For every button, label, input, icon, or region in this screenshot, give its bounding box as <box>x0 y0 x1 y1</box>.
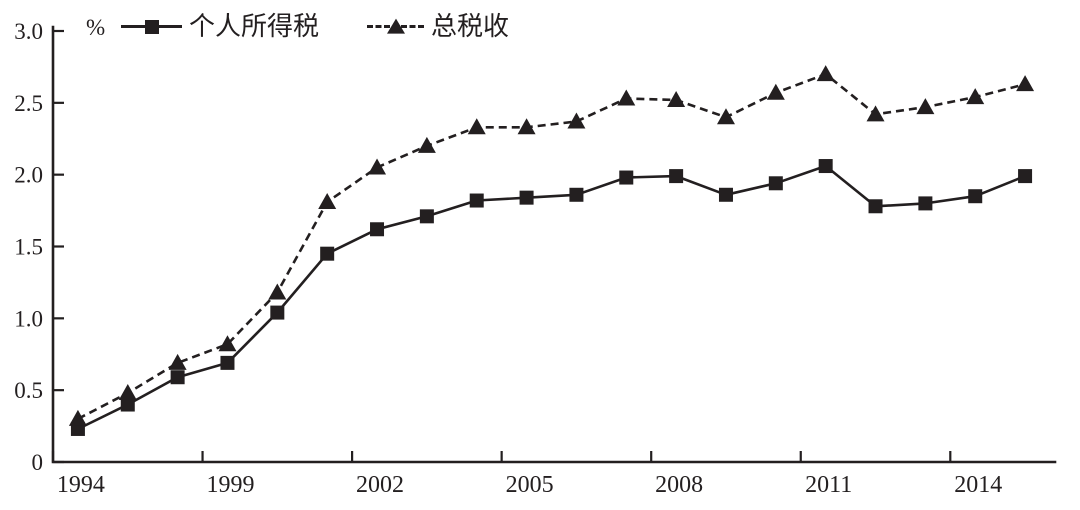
data-point-triangle-marker <box>118 384 137 401</box>
data-point-square-marker <box>619 170 634 185</box>
y-axis-tick-label: 0 <box>32 450 44 475</box>
y-axis-unit-label: % <box>86 15 105 40</box>
triangle-marker-icon <box>386 18 405 34</box>
legend-sample-solid-line <box>121 18 182 36</box>
data-point-triangle-marker <box>1016 75 1035 92</box>
data-point-triangle-marker <box>368 158 387 175</box>
data-point-square-marker <box>170 370 185 385</box>
y-axis-tick-label: 2.0 <box>14 163 43 188</box>
data-point-square-marker <box>918 196 933 211</box>
data-point-triangle-marker <box>517 118 536 135</box>
legend-entry-personal-income-tax: 个人所得税 <box>121 14 319 40</box>
y-axis-tick-label: 3.0 <box>14 19 43 44</box>
data-point-square-marker <box>519 190 534 205</box>
x-axis-tick-label: 2002 <box>356 472 404 498</box>
chart-legend: 个人所得税 总税收 <box>121 12 509 42</box>
series-line-personal-income-tax <box>77 164 1026 431</box>
data-point-square-marker <box>120 397 135 412</box>
data-point-square-marker <box>868 199 883 214</box>
y-axis-tick-label: 0.5 <box>14 378 43 403</box>
legend-label-total-tax: 总税收 <box>431 12 510 41</box>
data-point-triangle-marker <box>617 89 636 106</box>
data-point-square-marker <box>768 176 783 191</box>
x-axis-tick-label: 1994 <box>57 472 105 498</box>
data-point-triangle-marker <box>417 136 436 153</box>
legend-entry-total-tax: 总税收 <box>367 14 509 40</box>
x-axis-tick-label: 2005 <box>506 472 554 498</box>
data-point-square-marker <box>968 189 983 204</box>
data-point-square-marker <box>569 187 584 202</box>
data-point-triangle-marker <box>716 108 735 125</box>
data-point-triangle-marker <box>318 192 337 209</box>
legend-sample-dashed-line <box>367 18 425 36</box>
y-axis-tick-label: 1.0 <box>14 306 43 331</box>
x-axis-tick-label: 2008 <box>655 472 703 498</box>
data-point-triangle-marker <box>467 118 486 135</box>
data-point-triangle-marker <box>268 283 287 300</box>
data-point-triangle-marker <box>966 88 985 105</box>
axes <box>51 25 1057 464</box>
data-point-triangle-marker <box>567 112 586 129</box>
data-point-square-marker <box>718 187 733 202</box>
data-point-square-marker <box>818 159 833 174</box>
data-point-triangle-marker <box>68 409 87 426</box>
y-axis-tick-label: 2.5 <box>14 91 43 116</box>
data-point-triangle-marker <box>667 90 686 107</box>
legend-label-personal-income-tax: 个人所得税 <box>189 12 320 41</box>
data-point-triangle-marker <box>916 98 935 115</box>
data-point-triangle-marker <box>168 353 187 370</box>
data-point-square-marker <box>320 246 335 261</box>
data-point-square-marker <box>469 193 484 208</box>
x-axis-tick-label: 1999 <box>206 472 254 498</box>
x-axis-tick-label: 2011 <box>805 472 852 498</box>
data-point-square-marker <box>1018 169 1033 184</box>
data-point-square-marker <box>669 169 684 184</box>
x-axis-tick-label: 2014 <box>954 472 1002 498</box>
data-point-square-marker <box>270 305 285 320</box>
series-line-total-tax <box>77 72 1026 421</box>
data-point-triangle-marker <box>766 83 785 100</box>
data-point-square-marker <box>220 355 235 370</box>
data-point-triangle-marker <box>218 335 237 352</box>
data-point-triangle-marker <box>866 105 885 122</box>
data-point-square-marker <box>370 222 385 237</box>
data-point-triangle-marker <box>816 65 835 82</box>
data-point-square-marker <box>419 209 434 224</box>
y-axis-tick-label: 1.5 <box>14 235 43 260</box>
square-marker-icon <box>144 20 159 34</box>
